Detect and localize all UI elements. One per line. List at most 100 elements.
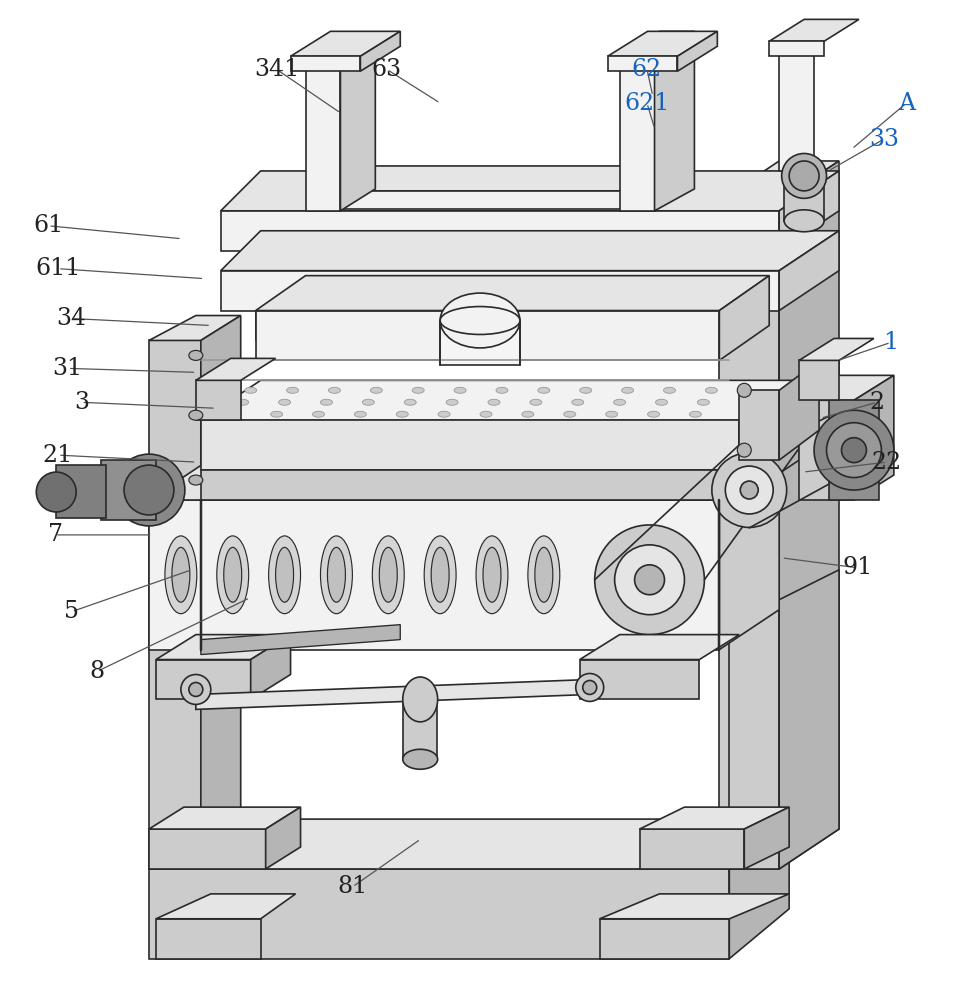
Ellipse shape <box>404 399 416 405</box>
Ellipse shape <box>784 210 824 232</box>
Polygon shape <box>798 360 838 400</box>
Polygon shape <box>729 600 779 869</box>
Polygon shape <box>200 625 400 655</box>
Polygon shape <box>599 894 788 919</box>
Text: 34: 34 <box>57 307 87 330</box>
Ellipse shape <box>362 399 374 405</box>
Ellipse shape <box>236 399 248 405</box>
Ellipse shape <box>438 411 449 417</box>
Ellipse shape <box>488 399 499 405</box>
Polygon shape <box>195 380 240 420</box>
Ellipse shape <box>424 536 455 614</box>
Ellipse shape <box>537 387 549 393</box>
Ellipse shape <box>453 387 466 393</box>
Text: 611: 611 <box>35 257 80 280</box>
Polygon shape <box>305 56 340 211</box>
Ellipse shape <box>327 547 345 602</box>
Text: 2: 2 <box>869 391 884 414</box>
Ellipse shape <box>689 411 701 417</box>
Polygon shape <box>155 919 261 959</box>
Polygon shape <box>305 33 375 56</box>
Ellipse shape <box>605 411 617 417</box>
Polygon shape <box>639 829 743 869</box>
Ellipse shape <box>320 536 352 614</box>
Polygon shape <box>639 807 788 829</box>
Ellipse shape <box>621 387 633 393</box>
Text: 7: 7 <box>48 523 63 546</box>
Ellipse shape <box>229 411 240 417</box>
Ellipse shape <box>788 161 818 191</box>
Polygon shape <box>340 166 694 191</box>
Polygon shape <box>798 338 873 360</box>
Polygon shape <box>743 807 788 869</box>
Ellipse shape <box>737 443 750 457</box>
Polygon shape <box>149 500 719 650</box>
Polygon shape <box>677 31 716 71</box>
Ellipse shape <box>379 547 397 602</box>
Ellipse shape <box>480 411 491 417</box>
Text: 3: 3 <box>74 391 89 414</box>
Polygon shape <box>779 161 838 869</box>
Polygon shape <box>155 635 290 660</box>
Polygon shape <box>739 380 798 470</box>
Polygon shape <box>654 31 694 211</box>
Ellipse shape <box>662 387 675 393</box>
Polygon shape <box>266 807 300 869</box>
Ellipse shape <box>271 411 282 417</box>
Ellipse shape <box>446 399 457 405</box>
Ellipse shape <box>740 481 757 499</box>
Ellipse shape <box>189 350 202 360</box>
Polygon shape <box>607 56 677 71</box>
Ellipse shape <box>36 472 76 512</box>
Polygon shape <box>149 869 729 959</box>
Polygon shape <box>221 271 779 311</box>
Ellipse shape <box>189 475 202 485</box>
Text: 22: 22 <box>871 451 901 474</box>
Polygon shape <box>798 400 853 500</box>
Polygon shape <box>579 660 699 699</box>
Polygon shape <box>149 819 788 869</box>
Text: 63: 63 <box>371 58 402 81</box>
Ellipse shape <box>403 749 437 769</box>
Ellipse shape <box>781 153 826 198</box>
Polygon shape <box>798 375 893 400</box>
Polygon shape <box>784 176 824 221</box>
Text: 5: 5 <box>64 600 79 623</box>
Polygon shape <box>719 201 779 869</box>
Ellipse shape <box>313 411 324 417</box>
Polygon shape <box>403 699 437 759</box>
Polygon shape <box>290 56 360 71</box>
Polygon shape <box>719 216 769 340</box>
Ellipse shape <box>575 674 603 701</box>
Polygon shape <box>619 56 654 211</box>
Ellipse shape <box>411 387 424 393</box>
Ellipse shape <box>476 536 507 614</box>
Polygon shape <box>221 211 779 251</box>
Ellipse shape <box>582 680 596 694</box>
Ellipse shape <box>440 293 520 348</box>
Ellipse shape <box>483 547 500 602</box>
Ellipse shape <box>572 399 583 405</box>
Text: 33: 33 <box>869 128 898 151</box>
Ellipse shape <box>396 411 407 417</box>
Polygon shape <box>290 31 400 56</box>
Text: 31: 31 <box>53 357 83 380</box>
Text: 62: 62 <box>631 58 661 81</box>
Polygon shape <box>200 380 798 420</box>
Polygon shape <box>828 400 878 500</box>
Polygon shape <box>599 919 729 959</box>
Ellipse shape <box>244 387 256 393</box>
Text: 21: 21 <box>43 444 73 467</box>
Polygon shape <box>619 31 694 56</box>
Ellipse shape <box>594 525 703 635</box>
Polygon shape <box>195 358 276 380</box>
Text: 81: 81 <box>337 875 367 898</box>
Ellipse shape <box>320 399 332 405</box>
Text: A: A <box>897 92 913 115</box>
Ellipse shape <box>286 387 298 393</box>
Polygon shape <box>101 460 155 520</box>
Text: 1: 1 <box>882 331 898 354</box>
Polygon shape <box>155 660 250 699</box>
Polygon shape <box>739 430 798 500</box>
Ellipse shape <box>579 387 591 393</box>
